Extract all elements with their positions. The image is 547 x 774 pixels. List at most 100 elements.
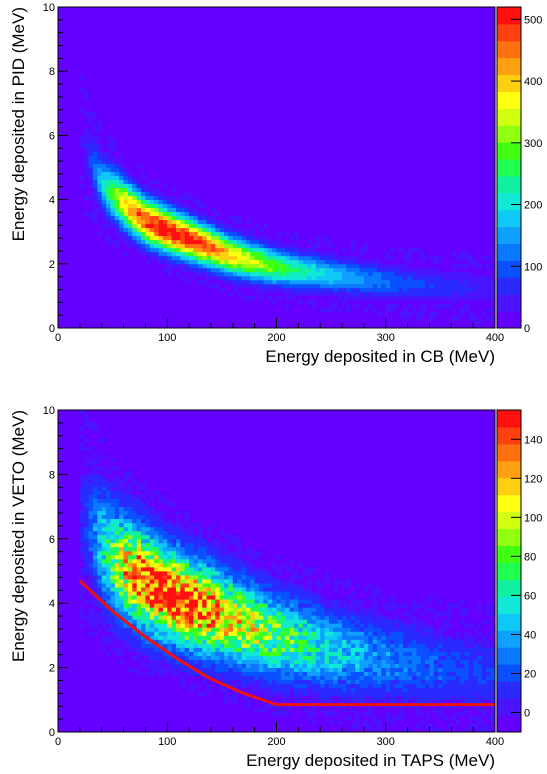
heatmap-cell	[162, 538, 168, 544]
heatmap-cell	[114, 639, 120, 644]
heatmap-cell	[189, 263, 194, 269]
heatmap-cell	[219, 667, 225, 673]
heatmap-cell	[241, 635, 247, 640]
heatmap-cell	[184, 259, 190, 265]
heatmap-cell	[241, 587, 247, 592]
heatmap-cell	[381, 619, 387, 624]
heatmap-cell	[101, 195, 107, 200]
heatmap-cell	[250, 279, 256, 285]
heatmap-cell	[302, 635, 308, 640]
heatmap-cell	[114, 550, 120, 556]
heatmap-cell	[110, 510, 116, 516]
heatmap-cell	[377, 715, 382, 721]
heatmap-cell	[123, 474, 129, 479]
heatmap-cell	[333, 655, 339, 660]
heatmap-cell	[377, 283, 382, 289]
heatmap-cell	[429, 595, 435, 600]
heatmap-cell	[92, 422, 98, 427]
heatmap-cell	[311, 271, 317, 277]
heatmap-cell	[193, 631, 199, 636]
heatmap-cell	[141, 187, 146, 192]
heatmap-cell	[92, 522, 98, 528]
heatmap-cell	[171, 558, 177, 564]
heatmap-cell	[342, 695, 347, 701]
heatmap-cell	[289, 663, 295, 669]
heatmap-cell	[224, 675, 229, 681]
heatmap-cell	[477, 275, 483, 281]
heatmap-cell	[477, 299, 483, 305]
heatmap-cell	[280, 599, 286, 604]
heatmap-cell	[420, 599, 426, 604]
heatmap-cell	[350, 695, 356, 701]
heatmap-cell	[372, 683, 378, 689]
heatmap-cell	[315, 247, 321, 253]
heatmap-cell	[250, 619, 256, 624]
heatmap-cell	[298, 619, 304, 624]
heatmap-cell	[202, 542, 207, 548]
heatmap-cell	[429, 675, 435, 681]
heatmap-cell	[101, 550, 107, 556]
heatmap-cell	[328, 635, 334, 640]
heatmap-cell	[180, 687, 186, 693]
heatmap-cell	[250, 659, 256, 664]
heatmap-cell	[127, 159, 133, 164]
heatmap-cell	[394, 619, 400, 624]
heatmap-cell	[110, 470, 116, 475]
heatmap-cell	[215, 639, 221, 644]
heatmap-cell	[324, 619, 330, 624]
heatmap-cell	[92, 599, 98, 604]
heatmap-cell	[123, 159, 129, 164]
heatmap-cell	[127, 546, 133, 552]
heatmap-cell	[403, 627, 408, 632]
heatmap-cell	[416, 655, 422, 660]
heatmap-cell	[101, 127, 107, 132]
heatmap-cell	[429, 695, 435, 701]
heatmap-cell	[320, 631, 325, 636]
heatmap-cell	[184, 211, 190, 217]
heatmap-cell	[175, 583, 181, 588]
heatmap-cell	[333, 271, 339, 277]
heatmap-cell	[250, 687, 256, 693]
heatmap-cell	[377, 619, 382, 624]
heatmap-cell	[92, 478, 98, 483]
heatmap-cell	[333, 583, 339, 588]
heatmap-cell	[298, 587, 304, 592]
heatmap-cell	[263, 623, 269, 628]
heatmap-cell	[162, 195, 168, 200]
heatmap-cell	[158, 587, 164, 592]
heatmap-cell	[337, 599, 343, 604]
heatmap-cell	[92, 490, 98, 495]
heatmap-cell	[197, 631, 203, 636]
heatmap-cell	[206, 546, 212, 552]
heatmap-cell	[224, 215, 229, 221]
heatmap-cell	[363, 251, 369, 257]
heatmap-cell	[219, 607, 225, 612]
heatmap-cell	[202, 663, 207, 669]
heatmap-cell	[92, 151, 98, 156]
heatmap-cell	[202, 566, 207, 572]
heatmap-cell	[224, 691, 229, 697]
heatmap-cell	[175, 219, 181, 225]
heatmap-cell	[254, 679, 260, 685]
heatmap-cell	[359, 255, 365, 261]
heatmap-cell	[224, 227, 229, 233]
heatmap-cell	[272, 611, 277, 616]
heatmap-cell	[175, 595, 181, 600]
heatmap-cell	[106, 231, 111, 237]
heatmap-cell	[92, 482, 98, 487]
heatmap-cell	[346, 275, 352, 281]
heatmap-cell	[342, 723, 347, 729]
heatmap-cell	[88, 591, 94, 596]
heatmap-cell	[324, 715, 330, 721]
heatmap-cell	[127, 595, 133, 600]
heatmap-cell	[259, 558, 264, 564]
heatmap-cell	[394, 275, 400, 281]
heatmap-cell	[132, 514, 138, 520]
heatmap-cell	[394, 627, 400, 632]
heatmap-cell	[101, 635, 107, 640]
heatmap-cell	[368, 683, 374, 689]
heatmap-cell	[127, 647, 133, 652]
heatmap-cell	[468, 295, 474, 301]
heatmap-cell	[302, 291, 308, 297]
heatmap-cell	[267, 639, 273, 644]
